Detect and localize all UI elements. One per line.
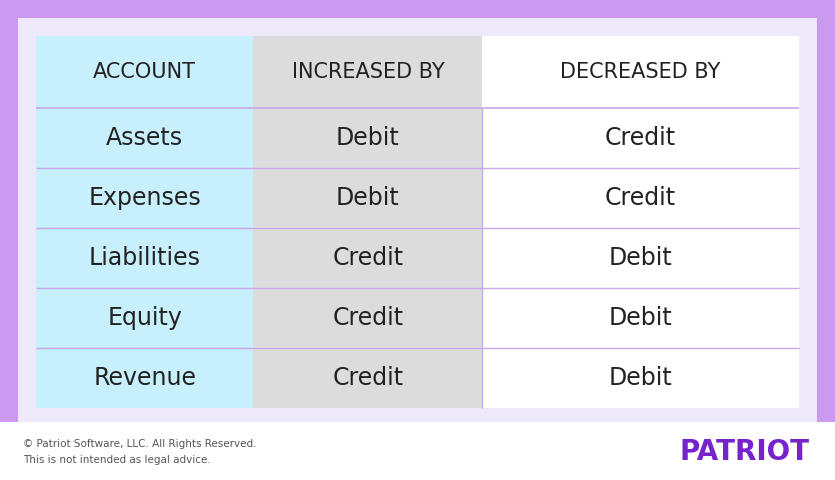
Text: Assets: Assets [106, 126, 184, 150]
Bar [254, 108, 483, 168]
Text: PATRIOT: PATRIOT [679, 438, 809, 466]
Bar [254, 348, 483, 408]
Bar [36, 36, 254, 108]
Text: Credit: Credit [332, 366, 403, 390]
Text: INCREASED BY: INCREASED BY [291, 62, 444, 82]
Text: Revenue: Revenue [94, 366, 196, 390]
Bar [36, 108, 254, 168]
Bar [254, 36, 483, 108]
Text: Debit: Debit [609, 366, 672, 390]
Bar [483, 348, 799, 408]
Text: Credit: Credit [605, 186, 676, 210]
Bar [483, 108, 799, 168]
Bar [483, 168, 799, 228]
Bar [254, 168, 483, 228]
Text: This is not intended as legal advice.: This is not intended as legal advice. [23, 455, 210, 465]
Bar [36, 348, 254, 408]
Text: Credit: Credit [332, 246, 403, 270]
Text: Debit: Debit [609, 246, 672, 270]
Bar [483, 228, 799, 288]
Bar [18, 18, 817, 422]
Text: Expenses: Expenses [89, 186, 201, 210]
Text: © Patriot Software, LLC. All Rights Reserved.: © Patriot Software, LLC. All Rights Rese… [23, 439, 256, 449]
Text: Credit: Credit [605, 126, 676, 150]
Text: Debit: Debit [336, 186, 400, 210]
Text: Credit: Credit [332, 306, 403, 330]
Bar [36, 228, 254, 288]
Bar [36, 288, 254, 348]
Text: Debit: Debit [609, 306, 672, 330]
Bar [483, 288, 799, 348]
Text: Equity: Equity [107, 306, 182, 330]
Text: ACCOUNT: ACCOUNT [94, 62, 196, 82]
Text: DECREASED BY: DECREASED BY [560, 62, 721, 82]
Bar [254, 228, 483, 288]
Text: Liabilities: Liabilities [89, 246, 200, 270]
Bar [483, 36, 799, 108]
Bar [36, 168, 254, 228]
Bar [254, 288, 483, 348]
Text: Debit: Debit [336, 126, 400, 150]
Bar [0, 422, 835, 480]
